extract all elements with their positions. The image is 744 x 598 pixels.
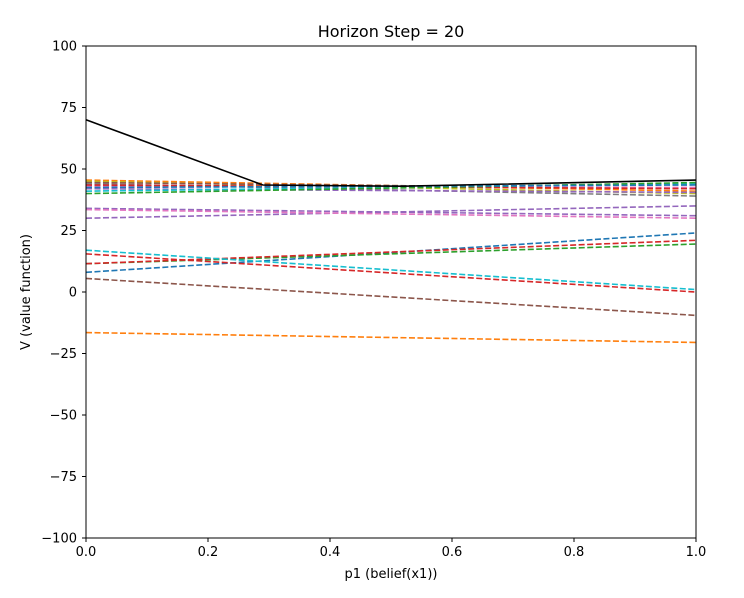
y-axis-ticks: 100 75 50 25 0 −25 −50 −75 −100 [41,40,86,547]
series-lines [85,119,697,344]
chart-title: Horizon Step = 20 [318,22,465,41]
series-line-alpha-vector-2 [85,331,697,344]
y-tick-label: 50 [60,163,77,178]
x-axis-label: p1 (belief(x1)) [345,567,438,582]
y-tick-label: −75 [50,470,77,485]
series-line-alpha-vector-9 [85,207,697,217]
plot-frame [85,45,697,539]
x-tick-label: 0.8 [564,545,585,560]
y-tick-label: 0 [69,286,77,301]
y-tick-label: −100 [41,532,77,547]
series-line-value-function [85,119,697,188]
y-tick-label: 25 [60,224,77,239]
x-tick-label: 0.4 [320,545,341,560]
series-line-alpha-vector-1 [85,232,697,274]
y-axis-label: V (value function) [19,234,34,350]
x-tick-label: 0.6 [442,545,463,560]
series-line-alpha-vector-3 [85,243,697,265]
series-line-alpha-vector-6 [85,249,697,291]
x-axis-ticks: 0.0 0.2 0.4 0.6 0.8 1.0 [76,538,707,560]
x-tick-label: 0.0 [76,545,97,560]
y-tick-label: 75 [60,101,77,116]
series-line-alpha-vector-5 [85,239,697,265]
series-line-alpha-vector-4 [85,253,697,293]
x-tick-label: 1.0 [686,545,707,560]
y-tick-label: 100 [52,40,77,55]
y-tick-label: −50 [50,409,77,424]
y-tick-label: −25 [50,347,77,362]
x-tick-label: 0.2 [198,545,219,560]
